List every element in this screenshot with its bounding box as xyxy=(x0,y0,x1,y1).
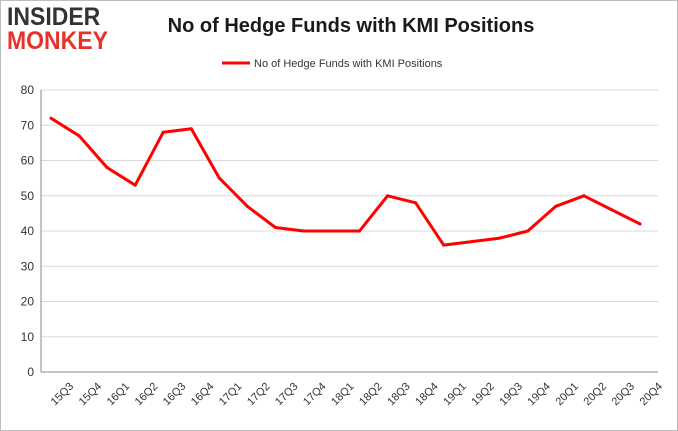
x-tick-label: 16Q2 xyxy=(133,381,161,409)
x-tick-label: 15Q3 xyxy=(49,381,77,409)
x-tick-label: 18Q3 xyxy=(385,381,413,409)
x-tick-label: 19Q1 xyxy=(441,381,469,409)
data-point xyxy=(77,134,81,138)
x-tick-label: 17Q3 xyxy=(273,381,301,409)
x-tick-label: 15Q4 xyxy=(77,381,105,409)
data-point xyxy=(273,225,277,229)
data-point xyxy=(49,116,53,120)
y-tick-label: 50 xyxy=(21,189,35,203)
series-line-0 xyxy=(49,116,642,247)
x-tick-label: 18Q1 xyxy=(329,381,357,409)
x-tick-label: 20Q1 xyxy=(553,381,581,409)
data-point xyxy=(610,208,614,212)
y-tick-label: 60 xyxy=(21,154,35,168)
data-point xyxy=(301,229,305,233)
data-point xyxy=(217,176,221,180)
data-point xyxy=(498,236,502,240)
data-point xyxy=(386,194,390,198)
legend-label: No of Hedge Funds with KMI Positions xyxy=(254,58,443,70)
y-tick-label: 20 xyxy=(21,295,35,309)
data-point xyxy=(329,229,333,233)
x-tick-label: 20Q4 xyxy=(638,381,666,409)
logo-line-1: INSIDER xyxy=(7,3,101,31)
data-point xyxy=(470,240,474,244)
x-tick-label: 17Q4 xyxy=(301,381,329,409)
x-tick-label: 20Q3 xyxy=(610,381,638,409)
data-point xyxy=(554,204,558,208)
y-tick-label: 70 xyxy=(21,118,35,132)
data-point xyxy=(189,127,193,131)
data-point xyxy=(414,201,418,205)
x-tick-label: 16Q3 xyxy=(161,381,189,409)
x-tick-label: 16Q1 xyxy=(105,381,133,409)
x-tick-label: 19Q3 xyxy=(497,381,525,409)
data-point xyxy=(133,183,137,187)
data-point xyxy=(638,222,642,226)
y-tick-label: 30 xyxy=(21,259,35,273)
x-tick-label: 18Q4 xyxy=(413,381,441,409)
x-tick-label: 16Q4 xyxy=(189,381,217,409)
data-point xyxy=(582,194,586,198)
data-point xyxy=(526,229,530,233)
x-tick-label: 18Q2 xyxy=(357,381,385,409)
data-point xyxy=(442,243,446,247)
data-point xyxy=(358,229,362,233)
logo-line-2: MONKEY xyxy=(7,27,108,55)
x-tick-label: 20Q2 xyxy=(582,381,610,409)
y-tick-label: 80 xyxy=(21,83,35,97)
y-tick-label: 40 xyxy=(21,224,35,238)
y-tick-label: 10 xyxy=(21,330,35,344)
x-tick-label: 17Q2 xyxy=(245,381,273,409)
data-point xyxy=(161,130,165,134)
data-point xyxy=(245,204,249,208)
x-tick-label: 19Q2 xyxy=(469,381,497,409)
chart-title: No of Hedge Funds with KMI Positions xyxy=(167,15,535,37)
x-tick-label: 19Q4 xyxy=(525,381,553,409)
insider-monkey-logo: INSIDER MONKEY xyxy=(7,5,127,54)
y-tick-label: 0 xyxy=(27,365,34,379)
data-point xyxy=(105,166,109,170)
x-tick-label: 17Q1 xyxy=(217,381,245,409)
